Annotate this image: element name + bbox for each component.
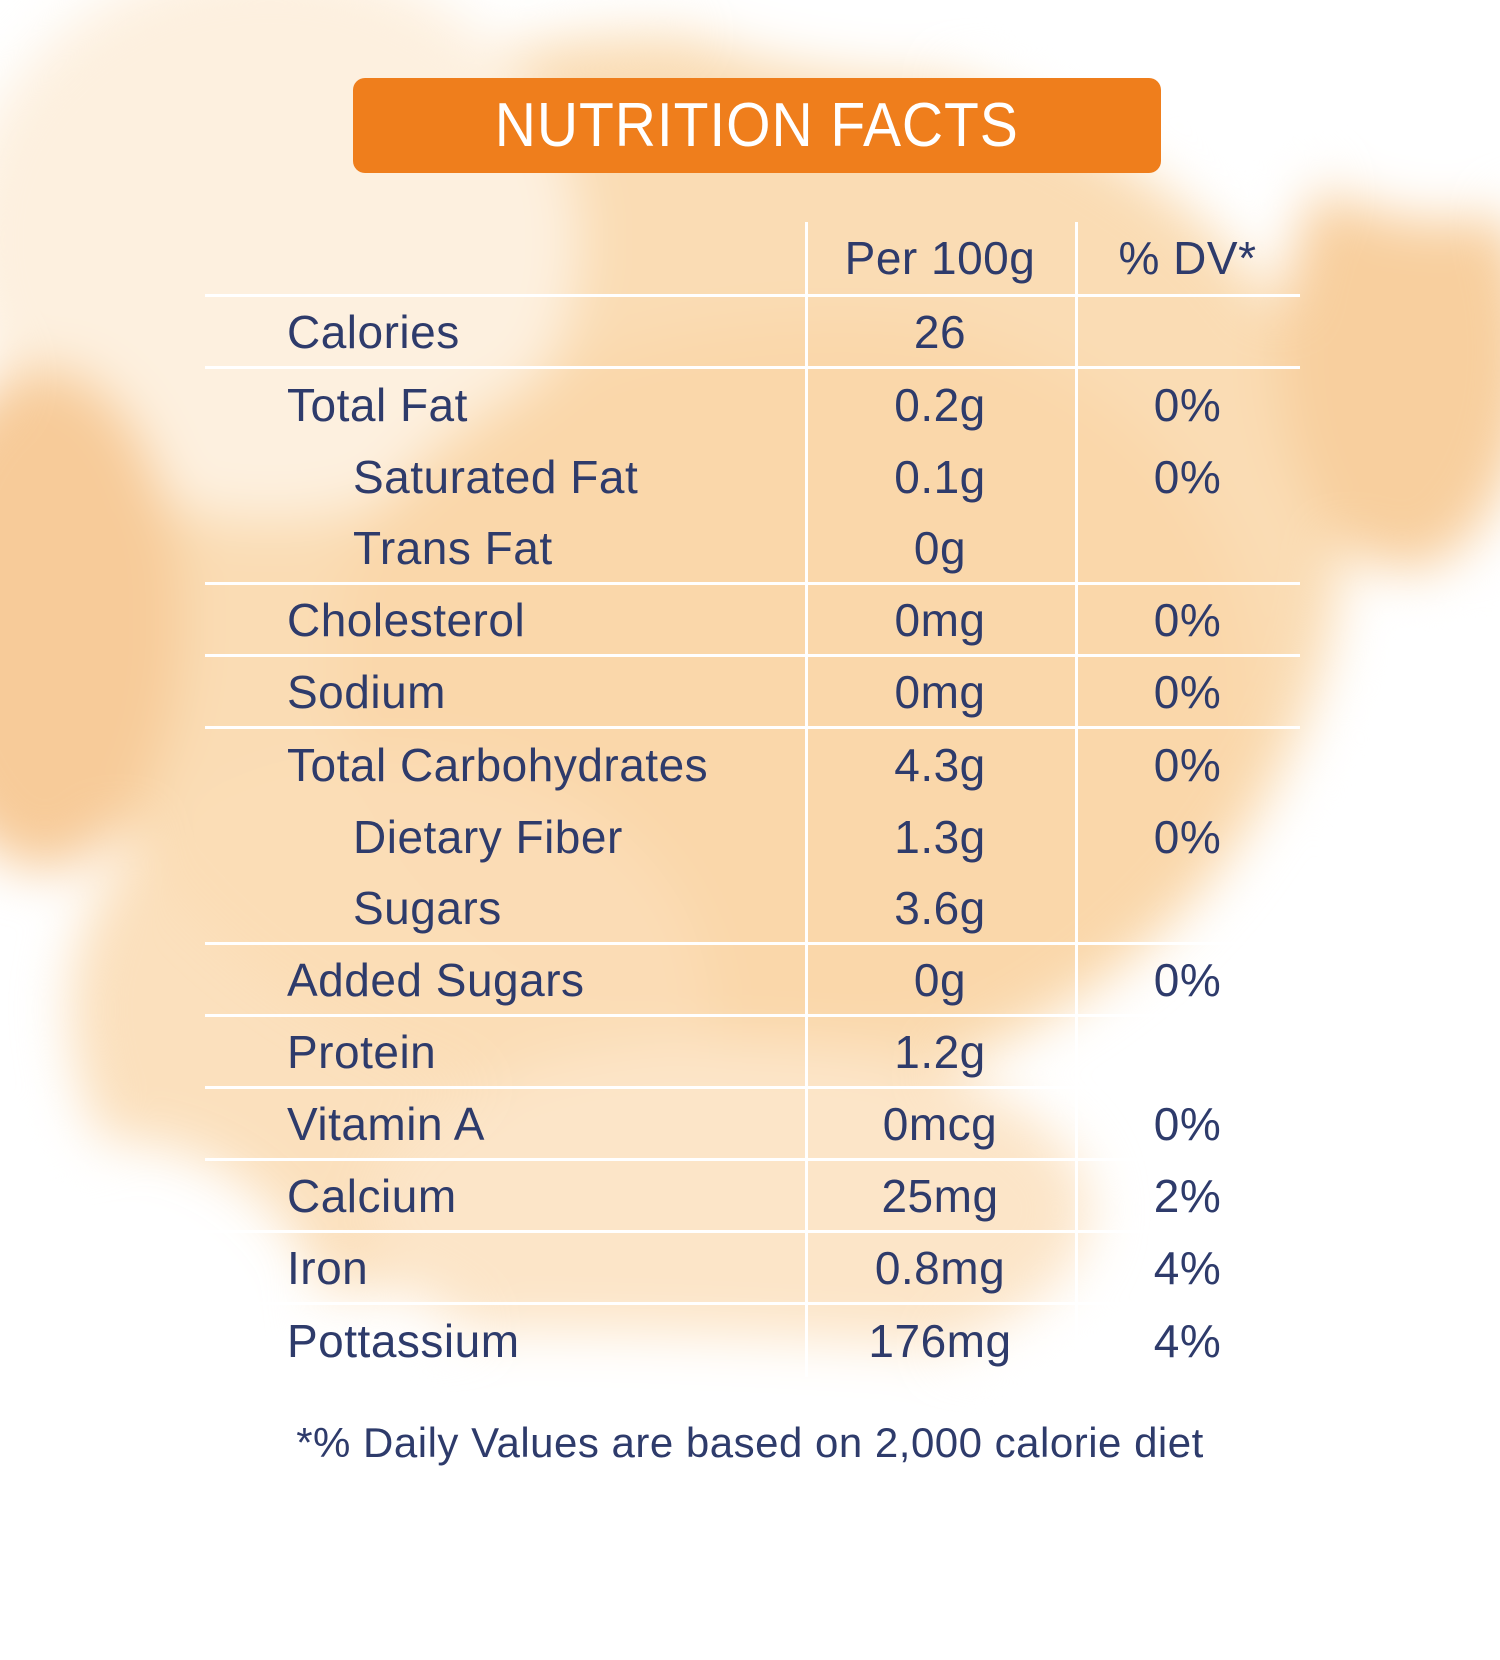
nutrient-amount: 3.6g <box>894 881 986 934</box>
nutrient-amount: 0mcg <box>882 1097 998 1150</box>
nutrient-label: Vitamin A <box>287 1097 485 1150</box>
nutrient-label: Calcium <box>287 1169 457 1222</box>
nutrient-dv: 0% <box>1153 379 1222 431</box>
nutrient-amount: 4.3g <box>894 739 986 791</box>
nutrient-amount: 0g <box>913 953 967 1006</box>
table-header-row: Per 100g % DV* <box>205 222 1300 297</box>
table-row: Total Carbohydrates 4.3g 0% <box>205 729 1300 801</box>
nutrient-label: Pottassium <box>287 1315 520 1367</box>
nutrient-label: Added Sugars <box>287 953 585 1006</box>
title-banner: NUTRITION FACTS <box>353 78 1161 173</box>
nutrient-label: Dietary Fiber <box>353 811 623 863</box>
nutrient-label: Saturated Fat <box>353 451 639 503</box>
nutrient-dv: 0% <box>1153 811 1222 863</box>
nutrient-label: Total Fat <box>287 379 468 431</box>
table-row: Pottassium 176mg 4% <box>205 1305 1300 1377</box>
nutrient-amount: 1.2g <box>894 1025 986 1078</box>
nutrient-dv: 4% <box>1153 1241 1222 1294</box>
table-row: Iron 0.8mg 4% <box>205 1233 1300 1305</box>
nutrition-table: Per 100g % DV* Calories 26 Total Fat 0.2… <box>205 222 1300 1377</box>
nutrient-label: Protein <box>287 1025 437 1078</box>
nutrient-dv: 4% <box>1153 1315 1222 1367</box>
nutrient-amount: 26 <box>913 305 967 358</box>
nutrient-dv: 2% <box>1153 1169 1222 1222</box>
nutrient-label: Total Carbohydrates <box>287 739 709 791</box>
table-row: Sugars 3.6g <box>205 873 1300 945</box>
watercolor-blob-white <box>1330 630 1500 850</box>
nutrient-label: Calories <box>287 305 460 358</box>
nutrient-label: Sugars <box>353 881 502 934</box>
watercolor-blob <box>370 1040 1090 1380</box>
table-row: Added Sugars 0g 0% <box>205 945 1300 1017</box>
nutrient-amount: 0g <box>913 521 967 574</box>
table-row: Vitamin A 0mcg 0% <box>205 1089 1300 1161</box>
watercolor-blob-white <box>1230 0 1500 220</box>
nutrient-amount: 0mg <box>894 665 986 718</box>
nutrient-dv: 0% <box>1153 593 1222 646</box>
nutrient-amount: 25mg <box>881 1169 999 1222</box>
nutrient-amount: 0.1g <box>894 451 986 503</box>
page-title: NUTRITION FACTS <box>495 90 1019 160</box>
nutrient-dv: 0% <box>1153 1097 1222 1150</box>
table-row: Dietary Fiber 1.3g 0% <box>205 801 1300 873</box>
nutrient-label: Iron <box>287 1241 369 1294</box>
nutrient-amount: 1.3g <box>894 811 986 863</box>
column-divider-right <box>1075 222 1078 1377</box>
nutrient-dv: 0% <box>1153 451 1222 503</box>
table-row: Cholesterol 0mg 0% <box>205 585 1300 657</box>
table-row: Saturated Fat 0.1g 0% <box>205 441 1300 513</box>
table-row: Total Fat 0.2g 0% <box>205 369 1300 441</box>
nutrient-amount: 0.2g <box>894 379 986 431</box>
column-header-amount: Per 100g <box>844 232 1036 284</box>
footnote: *% Daily Values are based on 2,000 calor… <box>296 1419 1204 1466</box>
nutrient-amount: 0mg <box>894 593 986 646</box>
nutrient-label: Trans Fat <box>353 521 553 574</box>
nutrient-dv: 0% <box>1153 665 1222 718</box>
nutrient-dv: 0% <box>1153 953 1222 1006</box>
column-header-dv: % DV* <box>1118 232 1257 284</box>
bottom-white-fade <box>0 1395 1500 1500</box>
nutrition-table-rows: Calories 26 Total Fat 0.2g 0% Saturated … <box>205 297 1300 1377</box>
table-row: Trans Fat 0g <box>205 513 1300 585</box>
column-divider-left <box>805 222 808 1377</box>
nutrient-amount: 0.8mg <box>874 1241 1006 1294</box>
table-row: Calcium 25mg 2% <box>205 1161 1300 1233</box>
nutrient-label: Sodium <box>287 665 446 718</box>
nutrient-label: Cholesterol <box>287 593 526 646</box>
nutrient-dv: 0% <box>1153 739 1222 791</box>
table-row: Calories 26 <box>205 297 1300 369</box>
table-row: Sodium 0mg 0% <box>205 657 1300 729</box>
table-row: Protein 1.2g <box>205 1017 1300 1089</box>
nutrient-amount: 176mg <box>868 1315 1012 1367</box>
